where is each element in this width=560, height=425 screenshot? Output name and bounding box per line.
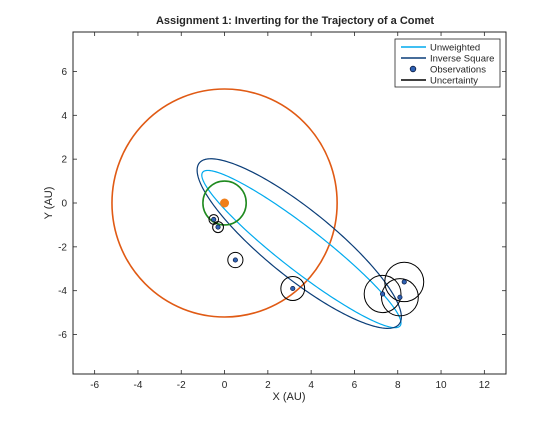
x-axis-label: X (AU) <box>273 391 306 403</box>
x-tick-label: 12 <box>479 380 491 391</box>
x-tick-label: -2 <box>177 380 186 391</box>
chart-title: Assignment 1: Inverting for the Trajecto… <box>156 15 434 27</box>
observation-point-6 <box>397 294 403 300</box>
uncertainty-circle-3 <box>227 251 244 269</box>
sun-marker <box>220 198 230 208</box>
y-tick-label: 0 <box>61 199 67 210</box>
x-tick-label: 0 <box>222 380 228 391</box>
plot-frame <box>72 31 507 375</box>
y-tick-label: -2 <box>58 242 67 253</box>
legend-label-inverse-square: Inverse Square <box>430 54 494 65</box>
legend: Unweighted Inverse Square Observations U… <box>394 38 501 88</box>
inverse-square-trajectory <box>196 158 402 329</box>
uncertainty-circle-4 <box>280 275 306 302</box>
legend-label-observations: Observations <box>430 65 486 76</box>
uncertainty-circle-2 <box>212 221 224 234</box>
y-tick-label: -6 <box>58 330 67 341</box>
y-tick-label: 2 <box>61 155 67 166</box>
legend-label-unweighted: Unweighted <box>430 43 480 54</box>
y-tick-label: -4 <box>58 286 67 297</box>
y-tick-label: 6 <box>61 67 67 78</box>
uncertainty-circle-7 <box>384 261 425 303</box>
plot-area: -6 -4 -2 0 2 4 6 8 10 12 -6 -4 -2 0 2 4 6 <box>58 31 507 391</box>
small-orbit-circle <box>202 180 248 226</box>
large-orbit-circle <box>111 88 338 318</box>
unweighted-trajectory <box>201 169 402 329</box>
observation-point-3 <box>232 257 238 263</box>
legend-swatch-observations <box>409 65 417 73</box>
uncertainty-circle-6 <box>381 278 419 317</box>
x-tick-label: 8 <box>395 380 401 391</box>
observation-point-4 <box>290 285 296 292</box>
observation-point-1 <box>211 216 217 222</box>
x-tick-label: 10 <box>435 380 447 391</box>
x-tick-label: -6 <box>90 380 99 391</box>
observation-point-7 <box>401 279 407 285</box>
legend-label-uncertainty: Uncertainty <box>430 76 478 87</box>
observation-point-5 <box>380 291 386 297</box>
y-axis-label: Y (AU) <box>43 187 55 220</box>
observation-point-2 <box>215 224 221 230</box>
x-tick-label: -4 <box>133 380 142 391</box>
x-tick-label: 6 <box>352 380 358 391</box>
y-tick-label: 4 <box>61 111 67 122</box>
x-tick-label: 2 <box>265 380 271 391</box>
uncertainty-circle-5 <box>363 274 402 314</box>
x-tick-label: 4 <box>308 380 314 391</box>
